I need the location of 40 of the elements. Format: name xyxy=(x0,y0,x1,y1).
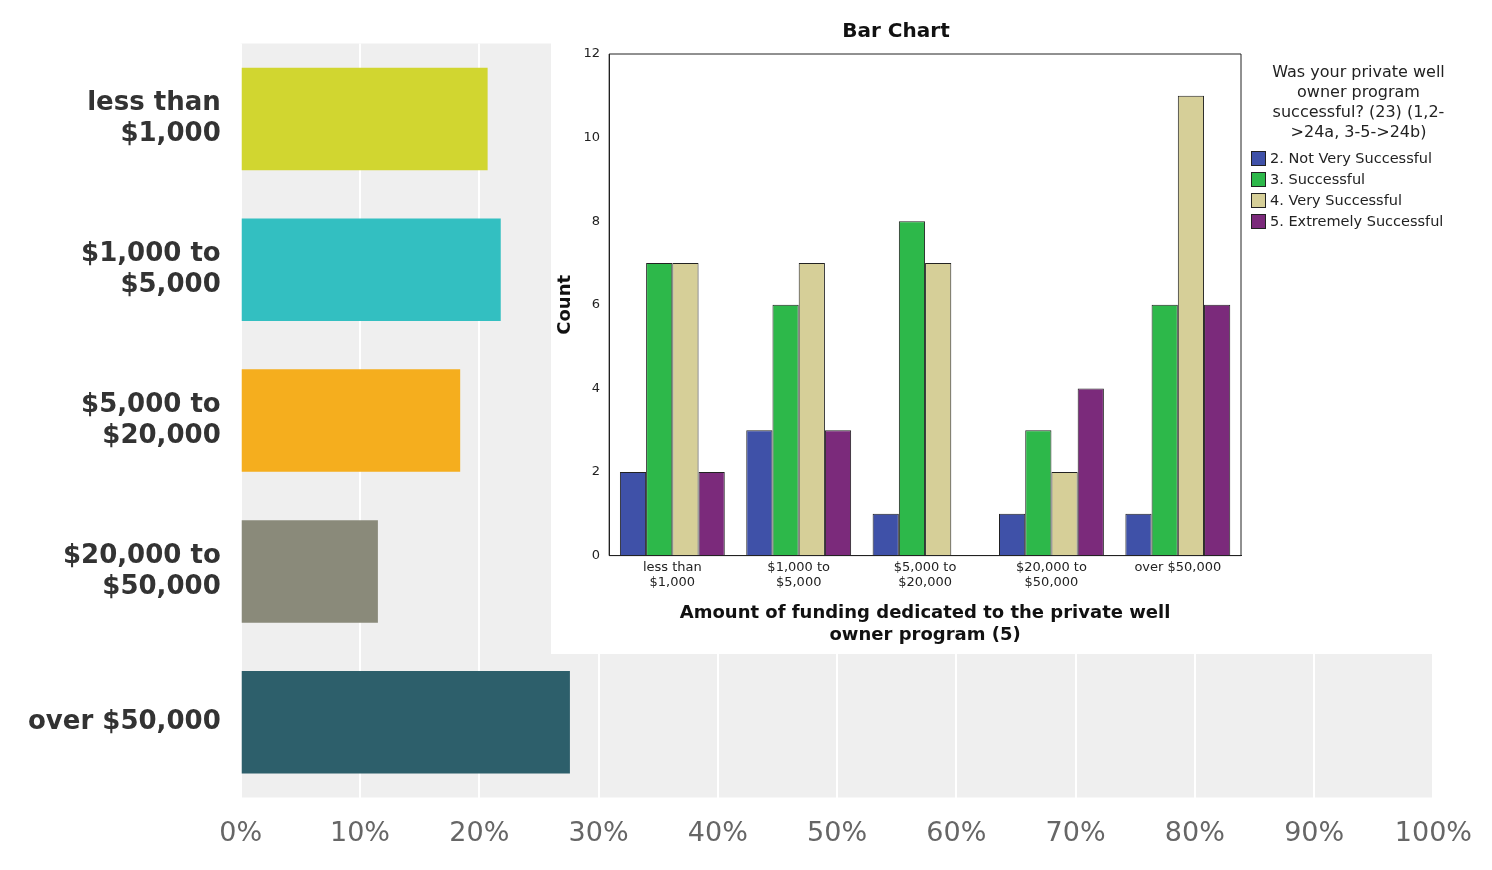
x-tick-label: 0% xyxy=(219,815,263,847)
y-tick-label: 2 xyxy=(591,463,601,479)
legend-label: 2. Not Very Successful xyxy=(1270,149,1433,168)
x-tick-label: $20,000 to $50,000 xyxy=(1015,558,1087,590)
y-tick-label: over $50,000 xyxy=(27,704,221,735)
y-tick-label: 10 xyxy=(583,128,601,144)
x-tick-label: 10% xyxy=(330,815,391,847)
y-tick-label: $1,000 to $5,000 xyxy=(81,236,221,299)
x-tick-label: over $50,000 xyxy=(1134,558,1222,574)
y-tick-label: 12 xyxy=(583,45,601,61)
y-tick-label: $5,000 to $20,000 xyxy=(81,387,221,449)
x-tick-label: 20% xyxy=(449,815,510,847)
y-tick-label: 4 xyxy=(591,379,601,395)
bar xyxy=(241,520,378,623)
x-tick-label: 100% xyxy=(1394,815,1473,847)
x-tick-label: less than $1,000 xyxy=(642,558,702,590)
legend-label: 5. Extremely Successful xyxy=(1270,212,1444,231)
x-tick-label: 50% xyxy=(807,815,868,847)
y-tick-label: less than $1,000 xyxy=(87,86,221,148)
y-tick-label: 8 xyxy=(591,212,601,228)
x-tick-label: 40% xyxy=(687,815,748,847)
x-tick-label: 30% xyxy=(568,815,629,847)
bar xyxy=(241,670,570,774)
legend-title: Was your private well owner program successful? (23) (1,2->24a, 3-5->24b) xyxy=(1271,62,1446,142)
y-tick-label: 0 xyxy=(591,546,601,562)
bar xyxy=(241,369,461,472)
x-tick-label: $5,000 to $20,000 xyxy=(893,558,957,590)
x-tick-label: 80% xyxy=(1164,815,1225,847)
y-axis-title: Count xyxy=(553,274,575,335)
legend-label: 3. Successful xyxy=(1270,170,1366,189)
x-axis-title: Amount of funding dedicated to the private well owner program (5) xyxy=(679,601,1171,644)
legend-label: 4. Very Successful xyxy=(1270,191,1403,210)
bar xyxy=(241,218,501,322)
y-tick-label: 6 xyxy=(591,296,601,312)
x-tick-label: 90% xyxy=(1284,815,1345,847)
chart-title: Bar Chart xyxy=(842,18,951,43)
bar xyxy=(241,67,488,171)
x-tick-label: 60% xyxy=(926,815,987,847)
x-tick-label: 70% xyxy=(1045,815,1106,847)
x-tick-label: $1,000 to $5,000 xyxy=(767,558,831,590)
